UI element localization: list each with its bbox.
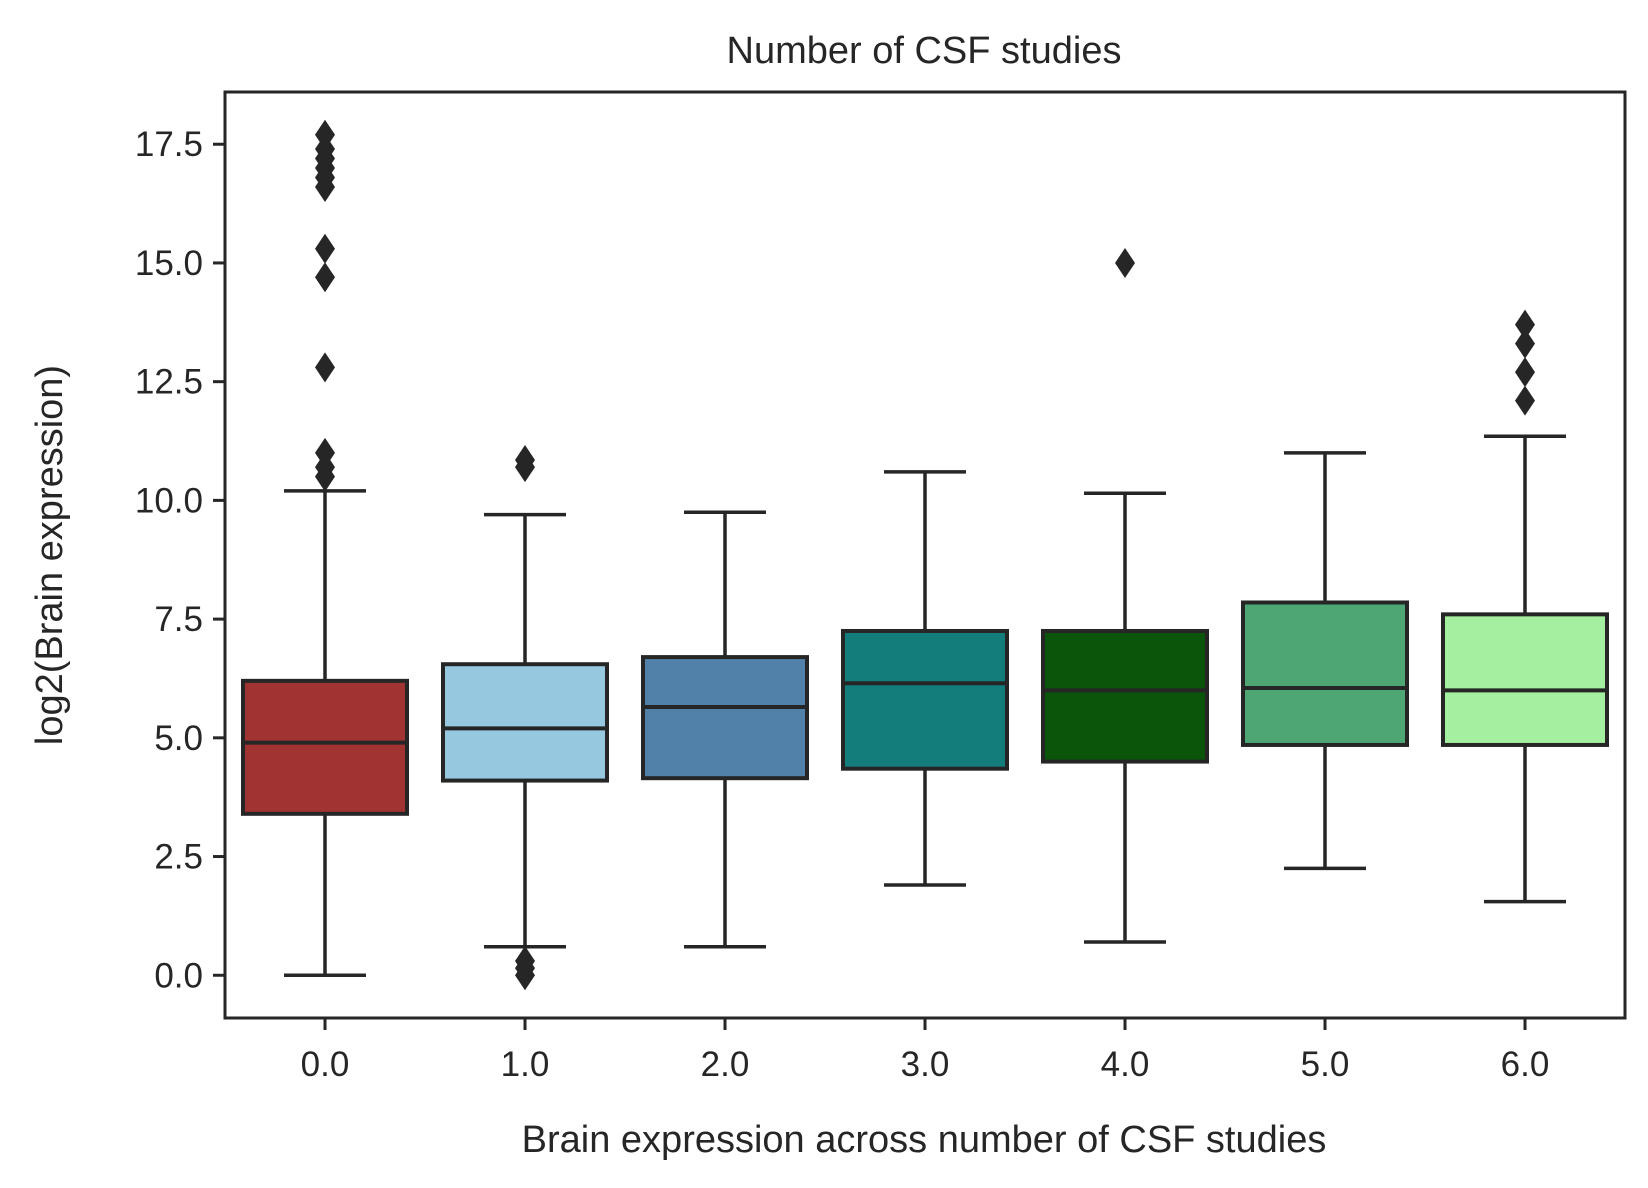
outlier-point bbox=[1515, 385, 1535, 416]
plot-area bbox=[241, 119, 1609, 991]
y-tick-label: 5.0 bbox=[154, 719, 203, 758]
chart-title: Number of CSF studies bbox=[727, 30, 1122, 72]
y-axis: 0.0 2.5 5.0 7.5 10.0 12.5 15.0 17.5 bbox=[135, 125, 225, 995]
box-group-0.0 bbox=[241, 119, 409, 978]
outlier-point bbox=[515, 445, 535, 476]
outlier-point bbox=[315, 262, 335, 293]
x-axis: 0.0 1.0 2.0 3.0 4.0 5.0 6.0 bbox=[301, 1018, 1550, 1084]
x-tick-label: 0.0 bbox=[301, 1045, 350, 1084]
box-iqr bbox=[1241, 600, 1409, 747]
y-tick-label: 2.5 bbox=[154, 838, 203, 877]
box-iqr bbox=[441, 662, 609, 783]
x-tick-label: 1.0 bbox=[501, 1045, 550, 1084]
box-group-4.0 bbox=[1041, 247, 1209, 944]
y-tick-label: 10.0 bbox=[135, 481, 203, 520]
outlier-point bbox=[1515, 357, 1535, 388]
x-tick-label: 2.0 bbox=[701, 1045, 750, 1084]
outlier-point bbox=[515, 946, 535, 977]
box-group-5.0 bbox=[1241, 451, 1409, 871]
box-group-3.0 bbox=[841, 470, 1009, 887]
box-iqr bbox=[1441, 612, 1609, 747]
outlier-point bbox=[1115, 247, 1135, 278]
x-tick-label: 5.0 bbox=[1301, 1045, 1350, 1084]
y-tick-label: 17.5 bbox=[135, 125, 203, 164]
y-axis-label: log2(Brain expression) bbox=[29, 365, 71, 745]
x-tick-label: 3.0 bbox=[901, 1045, 950, 1084]
x-tick-label: 6.0 bbox=[1501, 1045, 1550, 1084]
box-iqr bbox=[841, 628, 1009, 771]
box-iqr bbox=[1041, 628, 1209, 764]
y-tick-label: 0.0 bbox=[154, 956, 203, 995]
box-group-2.0 bbox=[641, 510, 809, 949]
outlier-point bbox=[1515, 309, 1535, 340]
outlier-point bbox=[315, 352, 335, 383]
outlier-point bbox=[315, 233, 335, 264]
y-tick-label: 15.0 bbox=[135, 244, 203, 283]
x-tick-label: 4.0 bbox=[1101, 1045, 1150, 1084]
y-tick-label: 12.5 bbox=[135, 363, 203, 402]
outlier-point bbox=[315, 119, 335, 150]
outlier-point bbox=[315, 437, 335, 468]
x-axis-label: Brain expression across number of CSF st… bbox=[522, 1119, 1327, 1161]
y-tick-label: 7.5 bbox=[154, 600, 203, 639]
box-iqr bbox=[641, 655, 809, 781]
box-group-6.0 bbox=[1441, 309, 1609, 904]
box-group-1.0 bbox=[441, 445, 609, 991]
box-iqr bbox=[241, 678, 409, 816]
outlier-point bbox=[1515, 328, 1535, 359]
